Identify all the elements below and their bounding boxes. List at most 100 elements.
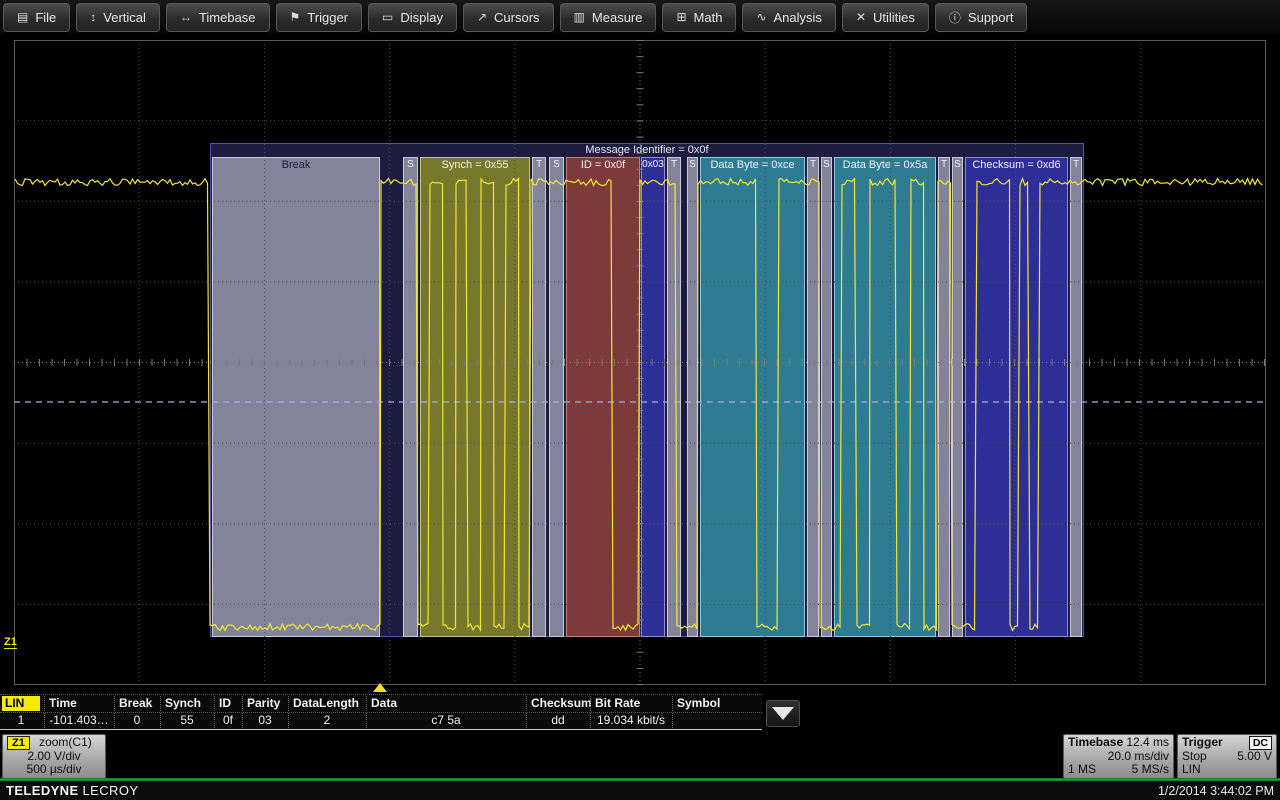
table-header-time: Time (44, 696, 117, 711)
analysis-chart-icon: ∿ (756, 10, 767, 24)
menu-button-label: Support (967, 9, 1014, 25)
menu-button-label: Measure (591, 9, 643, 25)
menu-button-analysis[interactable]: ∿ Analysis (742, 2, 836, 32)
table-cell-bit-rate: 19.034 kbit/s (590, 713, 671, 728)
table-header-bit-rate: Bit Rate (590, 696, 675, 711)
decode-field-t-bit: T (807, 157, 819, 637)
timebase-per-div: 20.0 ms/div (1107, 748, 1169, 763)
menu-button-label: Cursors (494, 9, 540, 25)
table-scroll-down-button[interactable] (766, 700, 800, 727)
table-header-symbol: Symbol (672, 696, 767, 711)
menu-button-timebase[interactable]: ↔ Timebase (165, 2, 270, 32)
table-cell-data: c7 5a (366, 713, 525, 728)
decode-field-label: T (1072, 159, 1080, 170)
menu-button-math[interactable]: ⊞ Math (662, 2, 737, 32)
waveform-display-area: Message Identifier = 0x0f Break S Synch = … (0, 34, 1280, 695)
trigger-position-marker (373, 683, 387, 692)
decode-field-checksum: Checksum = 0xd6 (965, 157, 1068, 637)
table-row-number: 1 (17, 713, 25, 727)
menu-button-support[interactable]: ⓘ Support (934, 2, 1028, 32)
decode-field-label: S (407, 159, 414, 170)
menu-button-display[interactable]: ▭ Display (368, 2, 457, 32)
menu-button-file[interactable]: ▤ File (3, 2, 71, 32)
table-header-datalength: DataLength (288, 696, 369, 711)
timebase-delay: 12.4 ms (1126, 735, 1169, 749)
clock-datetime: 1/2/2014 3:44:02 PM (1157, 783, 1274, 798)
decode-field-label: 0x03 (642, 159, 664, 170)
menu-button-label: Analysis (773, 9, 822, 25)
menu-button-label: Timebase (198, 9, 256, 25)
brand-logo: TELEDYNE LECROY (6, 783, 139, 798)
table-cell-symbol (672, 713, 763, 728)
timebase-samples: 1 MS (1068, 762, 1097, 776)
horizontal-arrows-icon: ↔ (179, 10, 192, 24)
table-header-break: Break (114, 696, 163, 711)
decode-field-label: T (809, 159, 817, 170)
decode-field-sync: Synch = 0x55 (420, 157, 530, 637)
menu-button-cursors[interactable]: ↗ Cursors (462, 2, 554, 32)
menu-button-label: Trigger (307, 9, 349, 25)
menu-button-label: Vertical (103, 9, 146, 25)
decode-field-parity: 0x03 (641, 157, 665, 637)
trigger-title: Trigger (1182, 735, 1223, 749)
decode-field-label: T (670, 159, 678, 170)
decode-field-t-bit: T (532, 157, 546, 637)
decode-field-label: ID = 0x0f (580, 159, 626, 171)
z1-badge: Z1 (7, 736, 30, 750)
menu-button-trigger[interactable]: ⚑ Trigger (275, 2, 363, 32)
decode-field-s-bit: S (952, 157, 963, 637)
decode-field-s-bit: S (821, 157, 832, 637)
trigger-mode: Stop (1182, 748, 1207, 763)
cursors-pointer-icon: ↗ (476, 10, 488, 24)
decode-field-label: Synch = 0x55 (441, 159, 509, 171)
protocol-badge-lin[interactable]: LIN (2, 696, 40, 711)
decode-field-label: T (535, 159, 543, 170)
trigger-flag-icon: ⚑ (289, 10, 301, 24)
z1-trace-label[interactable]: Z1 (4, 636, 17, 649)
trigger-level: 5.00 V (1237, 748, 1272, 763)
file-icon: ▤ (17, 10, 29, 24)
table-header-synch: Synch (160, 696, 217, 711)
decode-field-label: Data Byte = 0xce (710, 159, 795, 171)
menu-bar: ▤ File ↕ Vertical ↔ Timebase ⚑ Trigger ▭ Display ↗… (0, 0, 1280, 34)
menu-button-measure[interactable]: ▥ Measure (559, 2, 657, 32)
vertical-arrows-icon: ↕ (90, 10, 97, 24)
decode-field-data: Data Byte = 0xce (700, 157, 805, 637)
timebase-samplerate: 5 MS/s (1131, 762, 1169, 776)
menu-button-vertical[interactable]: ↕ Vertical (76, 2, 160, 32)
table-cell-id: 0f (214, 713, 241, 728)
decode-field-s-bit: S (687, 157, 698, 637)
menu-button-label: File (35, 9, 57, 25)
decode-field-s-bit: S (403, 157, 418, 637)
table-cell-synch: 55 (160, 713, 213, 728)
menu-button-utilities[interactable]: ✕ Utilities (841, 2, 929, 32)
decode-field-id: ID = 0x0f (566, 157, 640, 637)
decode-result-table: LIN 1 Time -101.403… Break 0 Synch 55 ID 0f Pari… (0, 694, 762, 730)
display-icon: ▭ (382, 10, 394, 24)
table-cell-time: -101.403… (44, 713, 113, 728)
decode-field-t-bit: T (938, 157, 950, 637)
support-info-icon: ⓘ (948, 10, 961, 25)
decode-field-break: Break (212, 157, 380, 637)
measure-icon: ▥ (573, 10, 585, 24)
z1-descriptor-box[interactable]: Z1 zoom(C1) 2.00 V/div 500 µs/div (2, 734, 106, 779)
decode-field-label: Checksum = 0xd6 (972, 159, 1061, 171)
table-cell-break: 0 (114, 713, 159, 728)
timebase-title: Timebase (1068, 735, 1124, 749)
trigger-descriptor-box[interactable]: Trigger DC Stop 5.00 V LIN (1177, 734, 1277, 779)
math-calculator-icon: ⊞ (676, 10, 687, 24)
decode-field-t-bit: T (667, 157, 681, 637)
table-cell-parity: 03 (242, 713, 287, 728)
z1-time-per-div: 500 µs/div (26, 762, 82, 776)
timebase-descriptor-box[interactable]: Timebase 12.4 ms 20.0 ms/div 1 MS 5 MS/s (1063, 734, 1174, 779)
trigger-source: LIN (1182, 762, 1201, 776)
decode-field-label: Break (281, 159, 311, 171)
menu-button-label: Display (400, 9, 443, 25)
chevron-down-icon (772, 707, 794, 720)
decode-field-label: S (954, 159, 961, 170)
table-cell-checksum: dd (526, 713, 589, 728)
decode-field-data: Data Byte = 0x5a (834, 157, 936, 637)
z1-volts-per-div: 2.00 V/div (27, 748, 81, 763)
menu-button-label: Utilities (873, 9, 915, 25)
status-divider (0, 778, 1280, 781)
